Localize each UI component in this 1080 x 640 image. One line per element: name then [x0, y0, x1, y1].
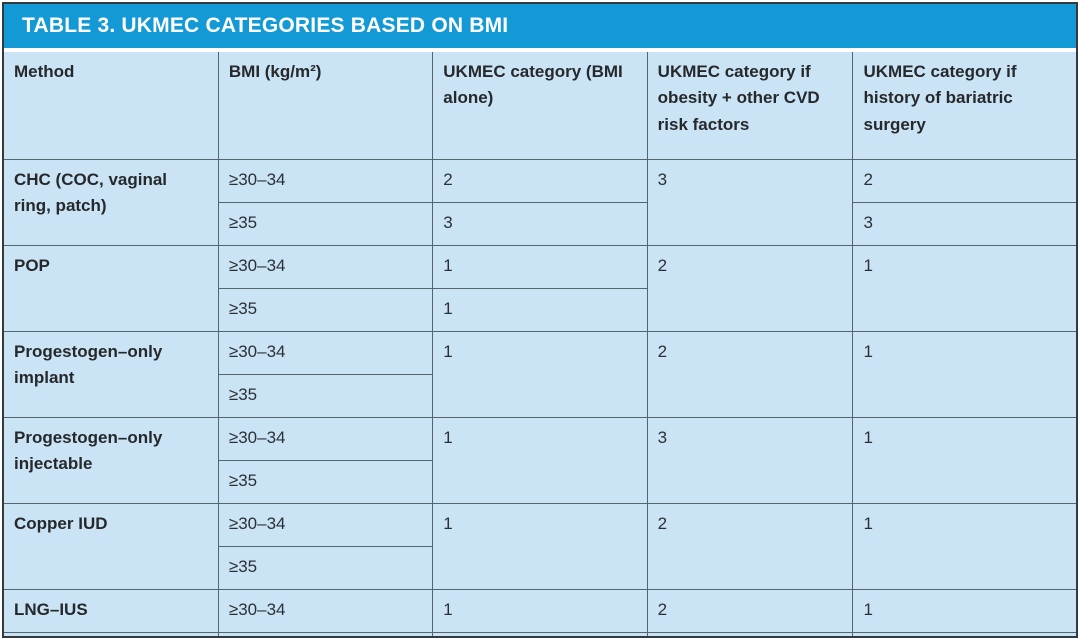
table-row: ≥35 1: [4, 287, 1076, 332]
title-separator: [4, 48, 1076, 52]
cell-ukmec-bariatric: 1: [852, 502, 1076, 590]
cell-ukmec-bariatric: 3: [852, 201, 1076, 246]
cell-bmi: ≥35: [218, 373, 433, 418]
cell-ukmec-bmi-alone: 1: [432, 588, 648, 633]
col-header-method: Method: [4, 52, 219, 160]
cell-ukmec-cvd: 3: [646, 416, 854, 504]
cell-cutoff: [217, 631, 434, 636]
cell-method-injectable: Progestogen–only injectable: [4, 416, 219, 504]
table-row: LNG–IUS ≥30–34 1 2 1: [4, 588, 1076, 633]
table-row: Progestogen–only injectable ≥30–34 1 3 1: [4, 416, 1076, 504]
cell-method-pop: POP: [4, 244, 219, 332]
cell-cutoff: [4, 631, 219, 636]
table-title: TABLE 3. UKMEC CATEGORIES BASED ON BMI: [22, 14, 509, 37]
cell-method-chc: CHC (COC, vaginal ring, patch): [4, 158, 219, 246]
cell-ukmec-bmi-alone: 3: [432, 201, 648, 246]
cell-ukmec-cvd: 2: [646, 502, 854, 590]
cell-ukmec-bmi-alone: 1: [432, 287, 648, 332]
cell-ukmec-bmi-alone: 2: [432, 158, 648, 203]
cell-ukmec-bariatric: 1: [852, 416, 1076, 504]
cell-cutoff: [852, 631, 1076, 636]
col-header-ukmec-cvd: UKMEC category if obesity + other CVD ri…: [646, 52, 854, 160]
cell-ukmec-cvd: 3: [646, 158, 854, 246]
ukmec-bmi-table: Method BMI (kg/m²) UKMEC category (BMI a…: [4, 52, 1076, 636]
table-row: Progestogen–only implant ≥30–34 1 2 1: [4, 330, 1076, 418]
table-row: ≥35: [4, 545, 1076, 590]
cell-bmi: ≥35: [218, 459, 433, 504]
table-row: Copper IUD ≥30–34 1 2 1: [4, 502, 1076, 590]
cell-bmi: ≥30–34: [217, 416, 434, 461]
cell-bmi: ≥30–34: [217, 502, 434, 547]
cell-cutoff: [646, 631, 854, 636]
cell-bmi: ≥30–34: [217, 244, 434, 289]
cell-method-copper-iud: Copper IUD: [4, 502, 219, 590]
table-title-bar: TABLE 3. UKMEC CATEGORIES BASED ON BMI: [4, 4, 1076, 48]
col-header-ukmec-bariatric: UKMEC category if history of bariatric s…: [852, 52, 1076, 160]
cell-ukmec-cvd: 2: [646, 588, 854, 633]
cell-bmi: ≥30–34: [217, 588, 434, 633]
cell-bmi: ≥35: [218, 201, 434, 246]
table-row: POP ≥30–34 1 2 1: [4, 244, 1076, 332]
cell-method-lng-ius: LNG–IUS: [4, 588, 219, 633]
table-row: ≥35: [4, 459, 1076, 504]
table-row: CHC (COC, vaginal ring, patch) ≥30–34 2 …: [4, 158, 1076, 246]
cell-cutoff: [432, 631, 648, 636]
col-header-bmi: BMI (kg/m²): [217, 52, 434, 160]
cell-ukmec-bmi-alone: 1: [432, 244, 648, 289]
cell-bmi: ≥35: [218, 287, 434, 332]
header-row: Method BMI (kg/m²) UKMEC category (BMI a…: [4, 52, 1076, 160]
cell-ukmec-cvd: 2: [646, 244, 854, 332]
cell-bmi: ≥35: [218, 545, 433, 590]
cell-ukmec-bariatric: 1: [852, 588, 1076, 633]
col-header-ukmec-bmi-alone: UKMEC category (BMI alone): [432, 52, 648, 160]
cell-ukmec-bariatric: 2: [852, 158, 1076, 203]
cell-ukmec-bariatric: 1: [852, 244, 1076, 332]
cell-bmi: ≥30–34: [217, 330, 434, 375]
table-row-cutoff: [4, 631, 1076, 636]
cell-bmi: ≥30–34: [217, 158, 434, 203]
table-row: ≥35: [4, 373, 1076, 418]
cell-ukmec-bariatric: 1: [852, 330, 1076, 418]
cell-ukmec-bmi-alone: 1: [432, 502, 648, 590]
cell-ukmec-cvd: 2: [646, 330, 854, 418]
cell-ukmec-bmi-alone: 1: [432, 330, 648, 418]
cell-ukmec-bmi-alone: 1: [432, 416, 648, 504]
cell-method-implant: Progestogen–only implant: [4, 330, 219, 418]
